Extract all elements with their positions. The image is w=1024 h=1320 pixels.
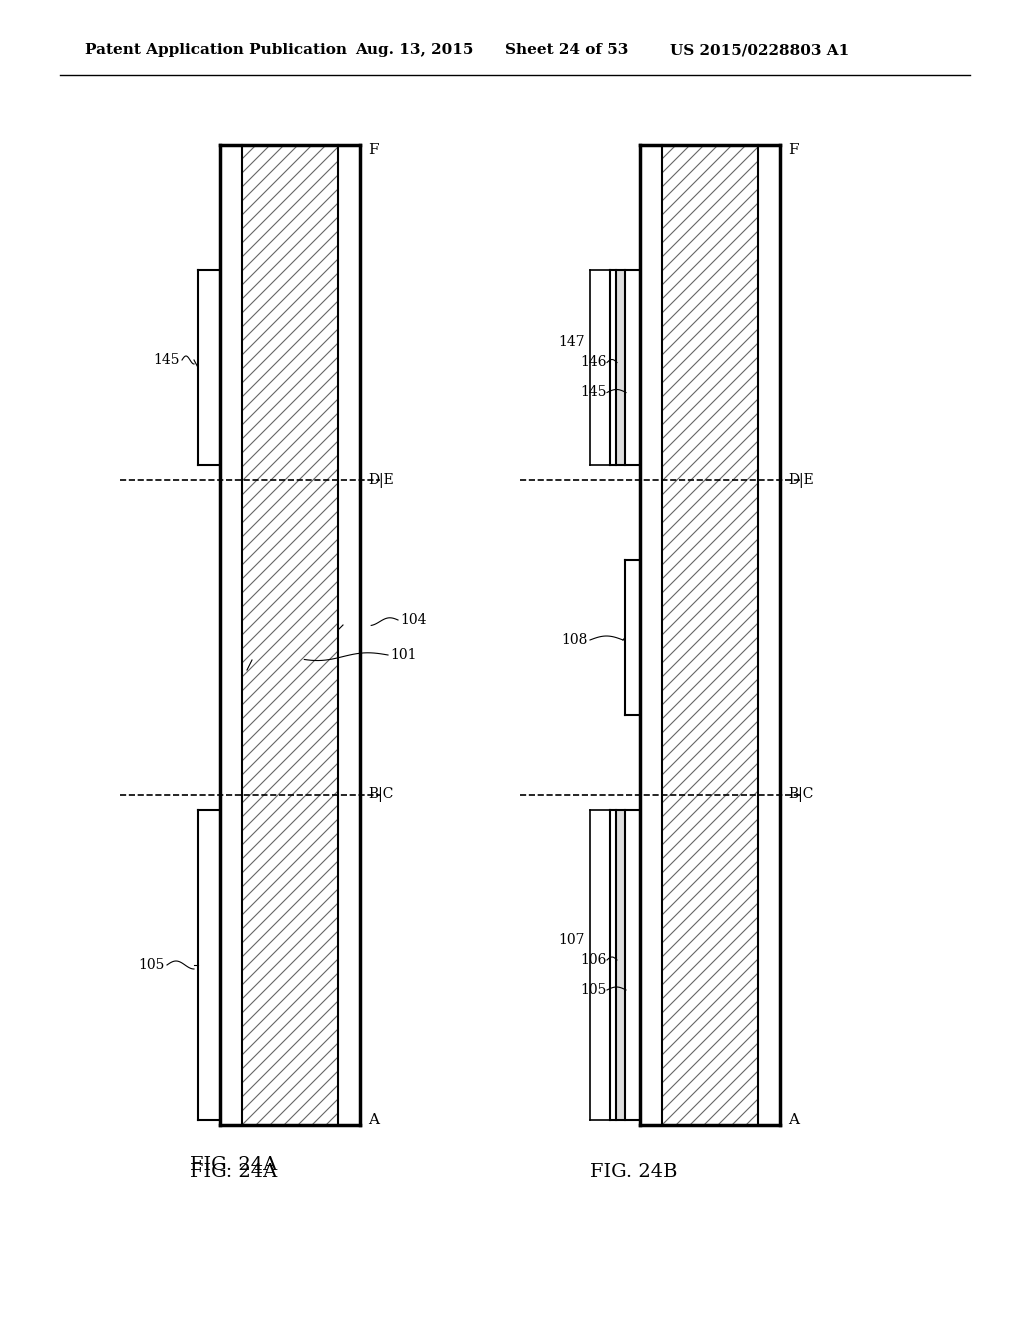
Text: 146: 146	[581, 355, 607, 370]
Text: B|C: B|C	[368, 788, 393, 803]
Bar	[625, 810, 640, 1119]
Text: Sheet 24 of 53: Sheet 24 of 53	[505, 44, 629, 57]
Text: D|E: D|E	[368, 473, 394, 487]
Text: A: A	[368, 1113, 379, 1127]
Text: 107: 107	[558, 933, 585, 946]
Text: D|E: D|E	[788, 473, 814, 487]
Text: F: F	[788, 143, 799, 157]
Text: 147: 147	[558, 335, 585, 350]
Text: 108: 108	[561, 634, 588, 647]
Bar	[640, 145, 780, 1125]
Text: FIG. 24A: FIG. 24A	[190, 1156, 278, 1173]
Text: Aug. 13, 2015: Aug. 13, 2015	[355, 44, 473, 57]
Text: 105: 105	[138, 958, 165, 972]
Text: A: A	[788, 1113, 799, 1127]
Text: FIG. 24A: FIG. 24A	[190, 1163, 278, 1181]
Bar	[220, 145, 360, 1125]
Bar	[616, 810, 625, 1119]
Bar	[616, 271, 625, 465]
Bar	[625, 560, 640, 715]
Bar	[198, 810, 220, 1119]
Text: 106: 106	[581, 953, 607, 968]
Bar	[625, 271, 640, 465]
Text: 101: 101	[390, 648, 417, 663]
Text: 104: 104	[400, 612, 427, 627]
Text: 145: 145	[154, 352, 180, 367]
Text: F: F	[368, 143, 379, 157]
Text: 105: 105	[581, 983, 607, 997]
Text: 145: 145	[581, 385, 607, 400]
Text: US 2015/0228803 A1: US 2015/0228803 A1	[670, 44, 849, 57]
Text: FIG. 24B: FIG. 24B	[590, 1163, 678, 1181]
Bar	[198, 271, 220, 465]
Text: Patent Application Publication: Patent Application Publication	[85, 44, 347, 57]
Text: B|C: B|C	[788, 788, 813, 803]
